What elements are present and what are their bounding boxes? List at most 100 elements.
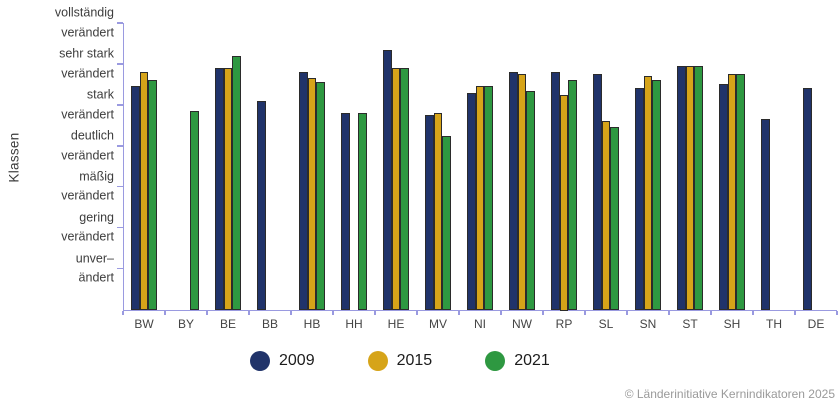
- x-axis-label-by: BY: [177, 317, 194, 331]
- bar-st-2015[interactable]: [685, 65, 695, 311]
- x-axis-label-ni: NI: [474, 317, 486, 331]
- x-axis-tick: [710, 311, 712, 315]
- legend-item-2015[interactable]: 2015: [367, 351, 433, 371]
- x-axis-label-th: TH: [766, 317, 782, 331]
- x-axis-tick: [164, 311, 166, 315]
- y-axis-tick-label: vollständig verändert: [54, 5, 114, 39]
- bar-by-2021[interactable]: [190, 110, 199, 311]
- bar-mv-2009[interactable]: [425, 115, 434, 311]
- x-axis-tick: [374, 311, 376, 315]
- bar-bw-2021[interactable]: [148, 80, 157, 311]
- bar-hb-2021[interactable]: [316, 82, 325, 311]
- bar-he-2009[interactable]: [383, 49, 392, 311]
- x-axis-tick: [248, 311, 250, 315]
- x-axis-label-sh: SH: [723, 317, 741, 331]
- bar-hh-2009[interactable]: [341, 113, 350, 311]
- bar-rp-2021[interactable]: [568, 80, 577, 311]
- copyright-note: © Länderinitiative Kernindikatoren 2025: [624, 387, 835, 401]
- x-axis-tick: [836, 311, 838, 315]
- bar-rp-2009[interactable]: [551, 72, 560, 311]
- bar-st-2021[interactable]: [694, 65, 703, 311]
- bar-hh-2021[interactable]: [358, 113, 367, 311]
- x-axis-label-he: HE: [387, 317, 405, 331]
- bar-be-2015[interactable]: [223, 68, 233, 311]
- bar-hb-2009[interactable]: [299, 72, 308, 311]
- y-axis-line: [122, 23, 124, 311]
- y-axis-tick-label: unver– ändert: [75, 250, 114, 285]
- x-axis-tick: [458, 311, 460, 315]
- bar-sl-2021[interactable]: [610, 127, 619, 311]
- y-axis-tick: [117, 63, 123, 65]
- y-axis-tick: [117, 267, 123, 270]
- bar-nw-2009[interactable]: [509, 72, 518, 311]
- legend-swatch-2021: [485, 351, 506, 371]
- x-axis-label-hh: HH: [345, 317, 363, 331]
- x-axis-tick: [122, 311, 124, 315]
- y-axis-tick: [117, 104, 123, 106]
- y-axis-tick-label: mäßig verändert: [61, 168, 114, 203]
- x-axis-tick: [584, 311, 586, 315]
- y-axis-tick-label: stark verändert: [61, 87, 114, 121]
- bar-sh-2021[interactable]: [736, 74, 745, 311]
- bar-be-2021[interactable]: [232, 55, 241, 311]
- bar-sn-2009[interactable]: [635, 88, 644, 311]
- bar-bb-2009[interactable]: [257, 100, 266, 311]
- legend-label-2015: 2015: [396, 352, 433, 369]
- legend-label-2009: 2009: [279, 352, 315, 369]
- bar-mv-2021[interactable]: [442, 135, 451, 311]
- x-axis-label-st: ST: [682, 317, 698, 331]
- x-axis-label-bw: BW: [134, 317, 154, 331]
- bar-sh-2009[interactable]: [719, 84, 728, 311]
- x-axis-label-bb: BB: [261, 317, 278, 331]
- bar-sl-2015[interactable]: [601, 121, 611, 311]
- bar-th-2009[interactable]: [761, 119, 770, 311]
- y-axis-tick: [117, 226, 123, 229]
- x-axis-tick: [668, 311, 670, 315]
- x-axis-tick: [794, 311, 796, 315]
- x-axis-tick: [752, 311, 754, 315]
- bar-he-2021[interactable]: [400, 68, 409, 311]
- x-axis-tick: [626, 311, 628, 315]
- legend-item-2009[interactable]: 2009: [250, 351, 315, 371]
- x-axis-tick: [206, 311, 208, 315]
- x-axis-label-rp: RP: [555, 317, 573, 331]
- x-axis-label-sl: SL: [598, 317, 614, 331]
- legend-item-2021[interactable]: 2021: [485, 351, 550, 371]
- bar-sn-2015[interactable]: [643, 76, 653, 311]
- y-axis-tick-label: gering verändert: [61, 209, 114, 244]
- bar-nw-2021[interactable]: [526, 90, 535, 311]
- bar-ni-2021[interactable]: [484, 86, 493, 311]
- legend-swatch-2009: [250, 351, 270, 371]
- legend: 2009 2015 2021: [250, 351, 550, 371]
- y-axis-tick: [117, 145, 123, 147]
- bar-ni-2015[interactable]: [475, 86, 485, 311]
- x-axis-label-nw: NW: [512, 317, 532, 331]
- bar-nw-2015[interactable]: [517, 74, 527, 311]
- bar-sl-2009[interactable]: [593, 74, 602, 311]
- y-axis-tick: [117, 185, 123, 188]
- y-axis-tick-label: deutlich verändert: [61, 128, 114, 162]
- bar-be-2009[interactable]: [215, 68, 224, 311]
- x-axis-tick: [332, 311, 334, 315]
- y-axis-tick: [117, 22, 123, 24]
- bar-de-2009[interactable]: [803, 88, 812, 311]
- bar-bw-2009[interactable]: [131, 86, 140, 311]
- bar-sh-2015[interactable]: [727, 74, 737, 311]
- bar-mv-2015[interactable]: [433, 113, 443, 311]
- bar-bw-2015[interactable]: [139, 72, 149, 311]
- legend-swatch-2015: [367, 351, 388, 371]
- x-axis-tick: [542, 311, 544, 315]
- legend-label-2021: 2021: [514, 352, 550, 369]
- bar-hb-2015[interactable]: [307, 78, 317, 311]
- x-axis-tick: [416, 311, 418, 315]
- bar-ni-2009[interactable]: [467, 92, 476, 311]
- x-axis-label-be: BE: [219, 317, 236, 331]
- bar-rp-2015[interactable]: [559, 94, 569, 311]
- bar-sn-2021[interactable]: [652, 80, 661, 311]
- x-axis-label-de: DE: [807, 317, 825, 331]
- bar-he-2015[interactable]: [391, 68, 401, 311]
- bar-st-2009[interactable]: [677, 65, 686, 311]
- x-axis-tick: [290, 311, 292, 315]
- x-axis-label-hb: HB: [303, 317, 321, 331]
